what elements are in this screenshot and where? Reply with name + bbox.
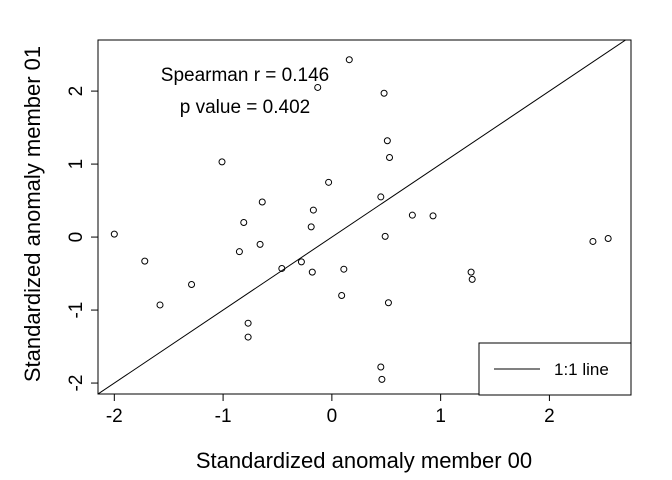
data-point [218, 158, 226, 166]
reference-line-1-1 [98, 40, 627, 394]
x-tick-label: 1 [435, 406, 446, 427]
data-point [256, 240, 264, 248]
data-point [429, 212, 437, 220]
data-point [314, 83, 322, 91]
x-tick-label: -2 [106, 406, 123, 427]
data-point [338, 291, 346, 299]
data-point [244, 333, 252, 341]
data-point [235, 248, 243, 256]
x-tick-label: 0 [327, 406, 338, 427]
data-point [386, 154, 394, 162]
data-point [309, 206, 317, 214]
data-point [381, 232, 389, 240]
y-tick-label: 1 [66, 159, 87, 170]
data-point [340, 265, 348, 273]
data-point [325, 178, 333, 186]
y-tick-label: 2 [66, 86, 87, 97]
data-point [308, 268, 316, 276]
x-tick-label: 2 [544, 406, 555, 427]
data-point [345, 56, 353, 64]
x-axis: -2 -1 0 1 2 [106, 393, 555, 427]
y-axis-title: Standardized anomaly member 01 [20, 46, 45, 382]
y-tick-label: -2 [66, 375, 87, 392]
data-point [378, 375, 386, 383]
x-tick-label: -1 [215, 406, 232, 427]
y-tick-label: 0 [66, 232, 87, 243]
data-point [467, 268, 475, 276]
x-axis-title: Standardized anomaly member 00 [196, 448, 532, 473]
data-point [156, 301, 164, 309]
data-point [589, 237, 597, 245]
data-point [604, 235, 612, 243]
y-tick-label: -1 [66, 302, 87, 319]
data-point [141, 257, 149, 265]
data-point [468, 275, 476, 283]
annotation-spearman: Spearman r = 0.146 [161, 65, 329, 86]
data-point [258, 198, 266, 206]
data-point [278, 264, 286, 272]
data-point [408, 211, 416, 219]
data-point [240, 218, 248, 226]
legend-label: 1:1 line [554, 360, 609, 379]
data-point [110, 230, 118, 238]
annotation-p-value: p value = 0.402 [180, 97, 310, 118]
data-point [380, 89, 388, 97]
data-point [384, 299, 392, 307]
data-point [244, 319, 252, 327]
data-point [383, 137, 391, 145]
data-point [377, 363, 385, 371]
data-point [297, 258, 305, 266]
data-point [377, 193, 385, 201]
y-axis: -2 -1 0 1 2 [66, 86, 99, 392]
points-layer [110, 56, 612, 383]
data-point [188, 281, 196, 289]
data-point [307, 223, 315, 231]
legend: 1:1 line [478, 342, 632, 396]
